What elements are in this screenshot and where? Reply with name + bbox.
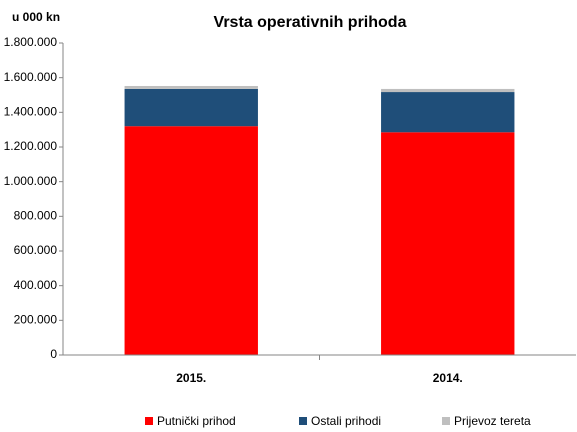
y-axis-label: u 000 kn (12, 10, 60, 24)
x-tick-label: 2014. (433, 371, 463, 385)
legend-label: Ostali prihodi (311, 414, 381, 428)
y-tick-label: 1.600.000 (4, 70, 58, 84)
legend-label: Prijevoz tereta (454, 414, 531, 428)
bar-segment (381, 132, 515, 355)
bar-segment (381, 92, 515, 133)
legend-label: Putnički prihod (157, 414, 236, 428)
legend-swatch (145, 417, 153, 425)
chart-title: Vrsta operativnih prihoda (214, 14, 407, 31)
y-tick-label: 1.000.000 (4, 174, 58, 188)
legend-swatch (299, 417, 307, 425)
legend-swatch (442, 417, 450, 425)
bar-segment (124, 88, 258, 127)
y-tick-label: 1.400.000 (4, 105, 58, 119)
bar-segment (381, 88, 515, 93)
bar-segment (124, 126, 258, 355)
bar-segment (124, 85, 258, 89)
x-tick-label: 2015. (176, 371, 206, 385)
y-tick-label: 1.200.000 (4, 139, 58, 153)
y-tick-label: 800.000 (14, 209, 58, 223)
y-tick-label: 600.000 (14, 243, 58, 257)
y-tick-label: 0 (50, 347, 57, 361)
y-tick-label: 400.000 (14, 278, 58, 292)
y-tick-label: 1.800.000 (4, 35, 58, 49)
y-tick-label: 200.000 (14, 313, 58, 327)
